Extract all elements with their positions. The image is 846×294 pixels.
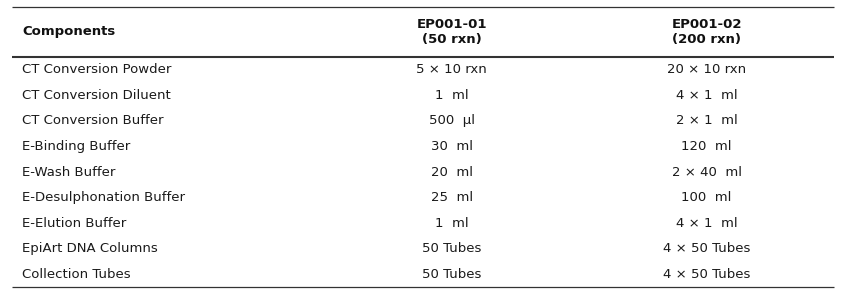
Text: 50 Tubes: 50 Tubes bbox=[422, 242, 481, 255]
Text: 25  ml: 25 ml bbox=[431, 191, 473, 204]
Text: EP001-01
(50 rxn): EP001-01 (50 rxn) bbox=[416, 18, 487, 46]
Text: CT Conversion Buffer: CT Conversion Buffer bbox=[22, 114, 163, 127]
Text: 4 × 1  ml: 4 × 1 ml bbox=[676, 89, 738, 102]
Text: 30  ml: 30 ml bbox=[431, 140, 473, 153]
Text: 20  ml: 20 ml bbox=[431, 166, 473, 178]
Text: 50 Tubes: 50 Tubes bbox=[422, 268, 481, 281]
Text: 2 × 40  ml: 2 × 40 ml bbox=[672, 166, 742, 178]
Text: EpiArt DNA Columns: EpiArt DNA Columns bbox=[22, 242, 157, 255]
Text: 1  ml: 1 ml bbox=[435, 217, 469, 230]
Text: 4 × 1  ml: 4 × 1 ml bbox=[676, 217, 738, 230]
Text: 4 × 50 Tubes: 4 × 50 Tubes bbox=[663, 268, 750, 281]
Text: 4 × 50 Tubes: 4 × 50 Tubes bbox=[663, 242, 750, 255]
Text: 5 × 10 rxn: 5 × 10 rxn bbox=[416, 63, 487, 76]
Text: E-Elution Buffer: E-Elution Buffer bbox=[22, 217, 126, 230]
Text: 500  μl: 500 μl bbox=[429, 114, 475, 127]
Text: CT Conversion Diluent: CT Conversion Diluent bbox=[22, 89, 171, 102]
Text: Collection Tubes: Collection Tubes bbox=[22, 268, 130, 281]
Text: 120  ml: 120 ml bbox=[681, 140, 732, 153]
Text: CT Conversion Powder: CT Conversion Powder bbox=[22, 63, 172, 76]
Text: 2 × 1  ml: 2 × 1 ml bbox=[676, 114, 738, 127]
Text: 100  ml: 100 ml bbox=[681, 191, 732, 204]
Text: EP001-02
(200 rxn): EP001-02 (200 rxn) bbox=[672, 18, 742, 46]
Text: E-Binding Buffer: E-Binding Buffer bbox=[22, 140, 130, 153]
Text: 1  ml: 1 ml bbox=[435, 89, 469, 102]
Text: Components: Components bbox=[22, 26, 115, 39]
Text: E-Desulphonation Buffer: E-Desulphonation Buffer bbox=[22, 191, 185, 204]
Text: E-Wash Buffer: E-Wash Buffer bbox=[22, 166, 115, 178]
Text: 20 × 10 rxn: 20 × 10 rxn bbox=[667, 63, 746, 76]
